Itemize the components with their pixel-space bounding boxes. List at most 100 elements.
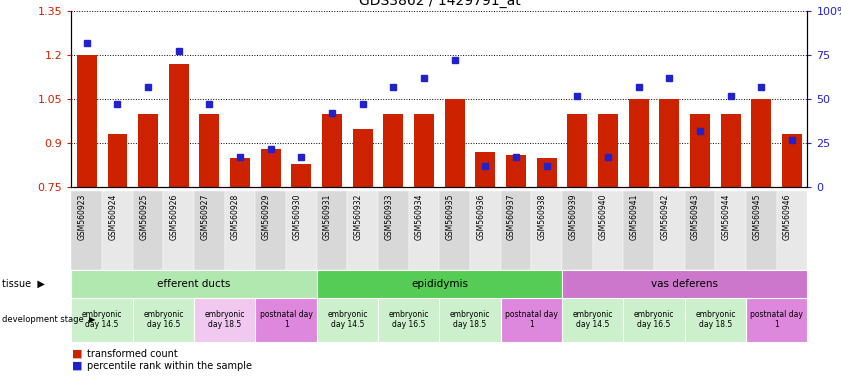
Text: GSM560932: GSM560932 [354, 194, 362, 240]
Bar [138, 114, 158, 187]
Bar [414, 114, 434, 187]
Bar [383, 114, 404, 187]
Text: GSM560936: GSM560936 [476, 194, 485, 240]
Text: embryonic
day 14.5: embryonic day 14.5 [327, 310, 368, 329]
Bar [133, 298, 194, 342]
Bar [746, 191, 777, 270]
Bar [746, 298, 807, 342]
Bar [537, 158, 557, 187]
Bar [629, 99, 648, 187]
Bar [317, 270, 562, 298]
Bar [71, 270, 317, 298]
Text: GSM560927: GSM560927 [200, 194, 209, 240]
Text: embryonic
day 14.5: embryonic day 14.5 [82, 310, 123, 329]
Bar [568, 114, 587, 187]
Bar [256, 298, 317, 342]
Bar [685, 191, 716, 270]
Text: GSM560943: GSM560943 [691, 194, 700, 240]
Bar [225, 191, 256, 270]
Bar [562, 191, 593, 270]
Text: GSM560930: GSM560930 [293, 194, 301, 240]
Text: embryonic
day 16.5: embryonic day 16.5 [143, 310, 183, 329]
Bar [593, 191, 623, 270]
Bar [439, 298, 500, 342]
Title: GDS3862 / 1429791_at: GDS3862 / 1429791_at [358, 0, 521, 8]
Bar [721, 114, 741, 187]
Text: ■: ■ [71, 361, 82, 371]
Bar [659, 99, 680, 187]
Text: transformed count: transformed count [87, 349, 177, 359]
Bar [77, 55, 97, 187]
Text: GSM560934: GSM560934 [415, 194, 424, 240]
Bar [108, 134, 128, 187]
Bar [623, 191, 654, 270]
Bar [654, 191, 685, 270]
Bar [500, 298, 562, 342]
Bar [500, 191, 532, 270]
Bar [685, 298, 746, 342]
Bar [286, 191, 317, 270]
Text: embryonic
day 18.5: embryonic day 18.5 [450, 310, 490, 329]
Text: embryonic
day 16.5: embryonic day 16.5 [389, 310, 429, 329]
Bar [562, 298, 623, 342]
Bar [409, 191, 439, 270]
Text: GSM560944: GSM560944 [722, 194, 731, 240]
Bar [347, 191, 378, 270]
Bar [261, 149, 281, 187]
Text: GSM560924: GSM560924 [108, 194, 118, 240]
Bar [690, 114, 710, 187]
Bar [378, 191, 409, 270]
Bar [317, 191, 347, 270]
Text: GSM560937: GSM560937 [507, 194, 516, 240]
Bar [439, 191, 470, 270]
Text: vas deferens: vas deferens [651, 279, 718, 289]
Bar [322, 114, 342, 187]
Text: embryonic
day 18.5: embryonic day 18.5 [696, 310, 736, 329]
Text: GSM560928: GSM560928 [231, 194, 241, 240]
Text: GSM560935: GSM560935 [446, 194, 455, 240]
Bar [317, 298, 378, 342]
Bar [102, 191, 133, 270]
Bar [230, 158, 250, 187]
Bar [562, 270, 807, 298]
Bar [777, 191, 807, 270]
Bar [532, 191, 562, 270]
Text: GSM560942: GSM560942 [660, 194, 669, 240]
Bar [623, 298, 685, 342]
Text: ■: ■ [71, 349, 82, 359]
Bar [475, 152, 495, 187]
Bar [163, 191, 194, 270]
Text: embryonic
day 16.5: embryonic day 16.5 [634, 310, 674, 329]
Text: GSM560931: GSM560931 [323, 194, 332, 240]
Bar [71, 191, 102, 270]
Text: GSM560945: GSM560945 [753, 194, 761, 240]
Bar [598, 114, 618, 187]
Bar [194, 191, 225, 270]
Text: GSM560941: GSM560941 [630, 194, 638, 240]
Text: GSM560940: GSM560940 [599, 194, 608, 240]
Text: percentile rank within the sample: percentile rank within the sample [87, 361, 251, 371]
Bar [169, 64, 188, 187]
Text: GSM560946: GSM560946 [783, 194, 792, 240]
Text: GSM560926: GSM560926 [170, 194, 179, 240]
Text: GSM560933: GSM560933 [384, 194, 394, 240]
Bar [470, 191, 500, 270]
Text: embryonic
day 18.5: embryonic day 18.5 [204, 310, 245, 329]
Bar [292, 164, 311, 187]
Text: development stage  ▶: development stage ▶ [2, 315, 95, 324]
Text: GSM560938: GSM560938 [537, 194, 547, 240]
Bar [256, 191, 286, 270]
Text: postnatal day
1: postnatal day 1 [505, 310, 558, 329]
Bar [133, 191, 163, 270]
Text: GSM560939: GSM560939 [569, 194, 578, 240]
Text: postnatal day
1: postnatal day 1 [750, 310, 803, 329]
Bar [71, 298, 133, 342]
Text: epididymis: epididymis [411, 279, 468, 289]
Text: GSM560929: GSM560929 [262, 194, 271, 240]
Text: GSM560925: GSM560925 [139, 194, 148, 240]
Text: GSM560923: GSM560923 [78, 194, 87, 240]
Text: postnatal day
1: postnatal day 1 [260, 310, 313, 329]
Bar [194, 298, 256, 342]
Bar [506, 155, 526, 187]
Bar [378, 298, 439, 342]
